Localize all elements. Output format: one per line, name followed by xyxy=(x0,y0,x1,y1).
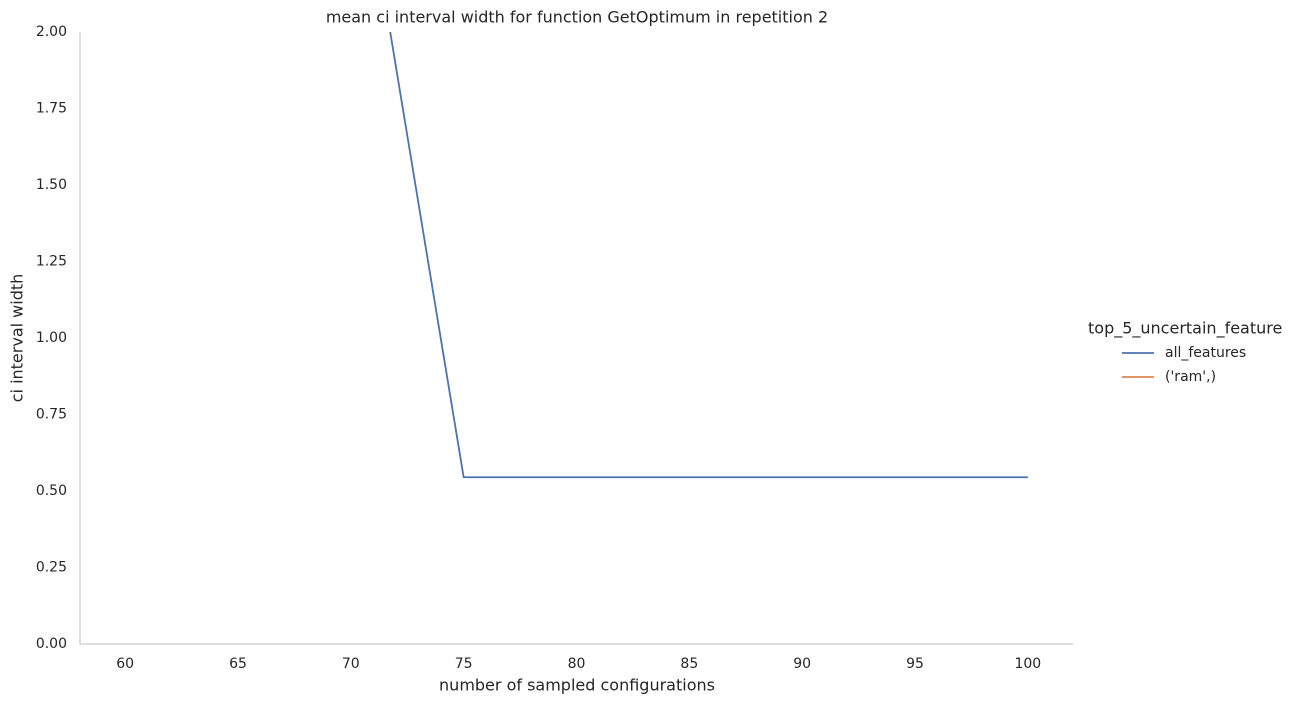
y-tick-label: 1.25 xyxy=(36,254,67,270)
x-tick-label: 65 xyxy=(229,656,247,672)
x-tick-label: 60 xyxy=(116,656,134,672)
y-tick-label: 0.75 xyxy=(36,407,67,423)
y-tick-label: 0.50 xyxy=(36,483,67,499)
legend-label: ('ram',) xyxy=(1165,369,1216,385)
y-tick-label: 1.75 xyxy=(36,101,67,117)
x-tick-label: 85 xyxy=(680,656,698,672)
y-tick-label: 1.50 xyxy=(36,177,67,193)
y-tick-label: 0.00 xyxy=(36,636,67,652)
x-tick-label: 75 xyxy=(455,656,473,672)
x-tick-label: 100 xyxy=(1014,656,1041,672)
series-line xyxy=(389,32,1028,479)
y-tick-label: 0.25 xyxy=(36,560,67,576)
x-tick-label: 90 xyxy=(793,656,811,672)
chart-title: mean ci interval width for function GetO… xyxy=(326,8,828,27)
y-axis-label: ci interval width xyxy=(8,274,27,403)
y-tick-label: 1.00 xyxy=(36,330,67,346)
legend-label: all_features xyxy=(1165,345,1246,361)
x-axis-label: number of sampled configurations xyxy=(439,676,715,695)
x-tick-label: 70 xyxy=(342,656,360,672)
x-tick-label: 80 xyxy=(568,656,586,672)
legend-title: top_5_uncertain_feature xyxy=(1088,319,1282,339)
x-tick-label: 95 xyxy=(906,656,924,672)
y-tick-label: 2.00 xyxy=(36,24,67,40)
